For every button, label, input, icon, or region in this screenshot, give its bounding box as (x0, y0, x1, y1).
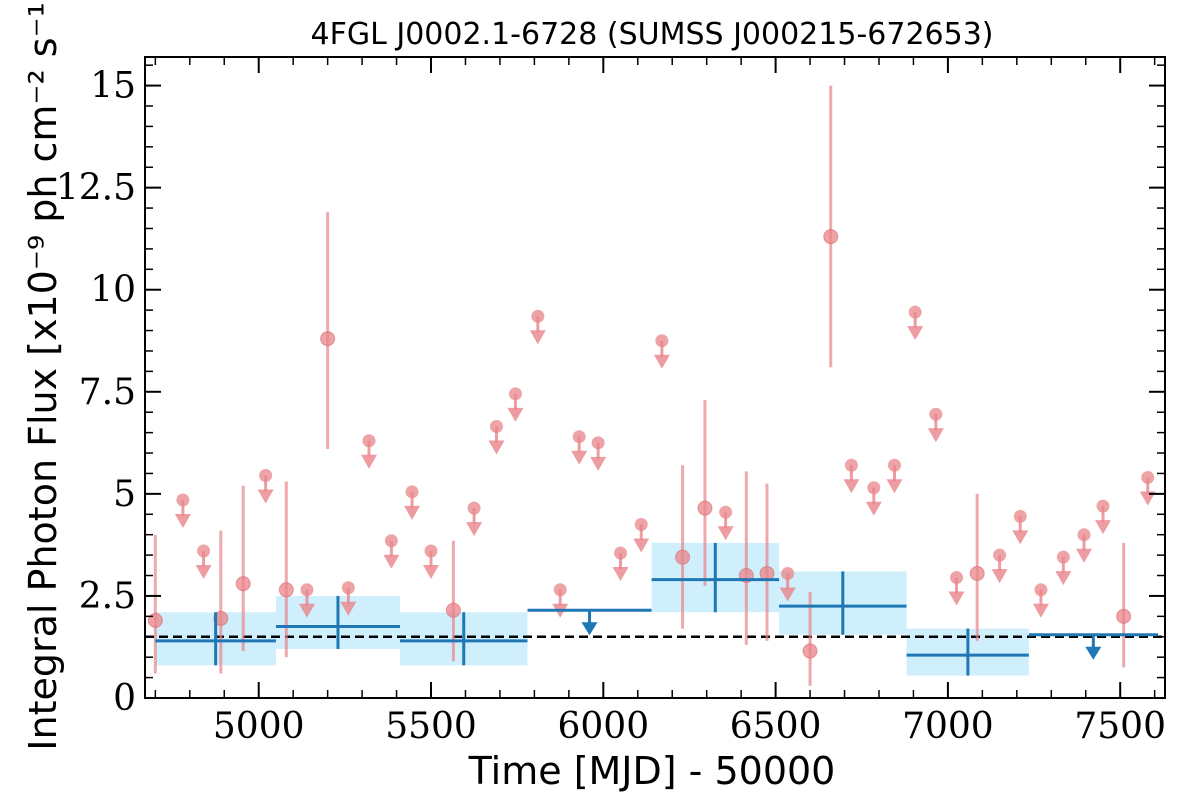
short-bin-point (1116, 608, 1132, 624)
x-tick-label: 6000 (557, 706, 649, 747)
short-bin-upper-limit-arrow (717, 526, 734, 541)
short-bin-upper-limit-arrow (843, 479, 860, 494)
short-bin-upper-limit-arrow (886, 479, 903, 494)
short-bin-upper-limit-arrow (383, 554, 400, 569)
long-bin-upper-limit-arrow (581, 622, 598, 636)
chart-title: 4FGL J0002.1-6728 (SUMSS J000215-672653) (311, 17, 994, 52)
short-bin-point (235, 576, 251, 592)
short-bin-upper-limit-arrow (653, 354, 670, 369)
short-bin-upper-limit-arrow (360, 454, 377, 469)
x-tick-label: 6500 (730, 706, 822, 747)
short-bin-point (697, 500, 713, 516)
short-bin-upper-limit-arrow (488, 440, 505, 455)
short-bin-upper-limit-arrow (404, 505, 421, 520)
short-bin-point (675, 549, 691, 565)
short-bin-upper-limit-arrow (633, 538, 650, 553)
y-tick-label: 0 (113, 678, 136, 719)
short-bin-point (445, 602, 461, 618)
y-tick-label: 2.5 (79, 576, 136, 617)
y-tick-label: 5 (113, 474, 136, 515)
short-bin-upper-limit-arrow (927, 428, 944, 443)
short-bin-point (213, 610, 229, 626)
short-bin-upper-limit-arrow (948, 591, 965, 606)
short-bin-upper-limit-arrow (340, 601, 357, 616)
short-bin-point (147, 612, 163, 628)
short-bin-upper-limit-arrow (1012, 530, 1029, 545)
short-bin-upper-limit-arrow (423, 565, 440, 580)
short-bin-point (278, 582, 294, 598)
x-tick-label: 7000 (902, 706, 994, 747)
short-bin-point (823, 229, 839, 245)
short-bin-upper-limit-arrow (907, 326, 924, 341)
short-bin-upper-limit-arrow (865, 501, 882, 516)
short-bin-upper-limit-arrow (257, 489, 274, 504)
short-bin-upper-limit-arrow (1139, 491, 1156, 506)
x-tick-label: 5000 (213, 706, 305, 747)
short-bin-upper-limit-arrow (1055, 571, 1072, 586)
long-bin-upper-limit-arrow (1085, 646, 1102, 660)
x-tick-label: 7500 (1074, 706, 1166, 747)
y-tick-label: 12.5 (56, 168, 136, 209)
plot-area: 5000 5500 6000 6500 7000 7500 0 2.5 5 7.5 10 12.5 15 (56, 56, 1166, 747)
plot-frame (144, 56, 1166, 699)
short-bin-upper-limit-arrow (991, 569, 1008, 584)
short-bin-upper-limit-arrow (571, 450, 588, 465)
x-tick-label: 5500 (385, 706, 477, 747)
y-axis-title: Integral Photon Flux [x10⁻⁹ ph cm⁻² s⁻¹] (21, 0, 65, 751)
short-bin-upper-limit-arrow (779, 587, 796, 602)
y-tick-label: 15 (90, 66, 136, 107)
short-bin-upper-limit-arrow (195, 565, 212, 580)
x-axis-title: Time [MJD] - 50000 (468, 749, 836, 793)
short-bin-upper-limit-arrow (529, 330, 546, 345)
short-bin-upper-limit-arrow (1094, 520, 1111, 535)
short-bin-upper-limit-arrow (612, 567, 629, 582)
short-bin-upper-limit-arrow (466, 522, 483, 537)
short-bin-point (969, 565, 985, 581)
short-bin-upper-limit-marker (467, 501, 481, 515)
short-bin-upper-limit-arrow (1076, 548, 1093, 563)
short-bin-upper-limit-arrow (590, 456, 607, 471)
short-bin-point (802, 643, 818, 659)
short-bin-upper-limit-arrow (298, 603, 315, 618)
short-bin-upper-limit-arrow (1032, 603, 1049, 618)
short-bin-upper-limit-arrow (507, 407, 524, 422)
y-tick-label: 10 (90, 270, 136, 311)
short-bin-upper-limit-arrow (174, 513, 191, 528)
y-tick-label: 7.5 (79, 372, 136, 413)
short-bin-point (320, 331, 336, 347)
